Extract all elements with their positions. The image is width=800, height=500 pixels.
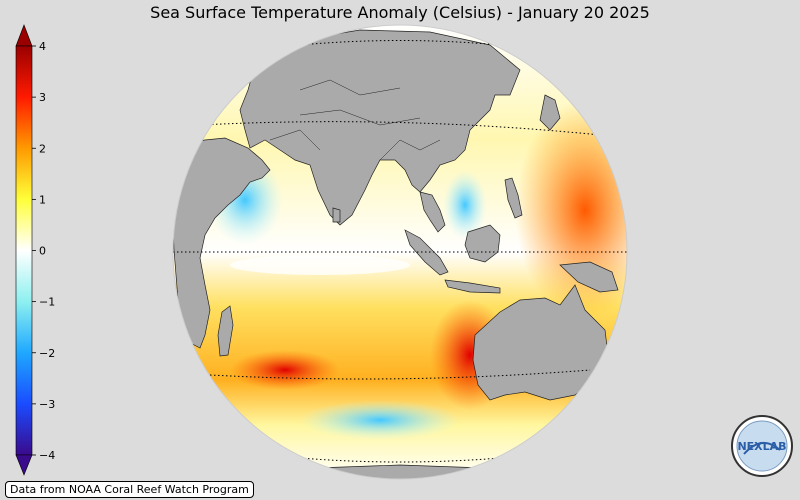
globe-ocean-layer [173,25,627,479]
globe-outline [172,24,628,480]
latitude-30n [199,121,601,136]
land-eurasia [239,29,521,226]
latitude-60n [299,40,501,46]
colorbar-tick-label: 1 [39,193,46,206]
data-credit: Data from NOAA Coral Reef Watch Program [5,481,254,498]
land-new-guinea [559,261,619,293]
nexlab-logo: NEXLAB [731,415,793,477]
land-japan [539,94,561,131]
land-java [444,279,501,294]
colorbar-bottom-arrow [15,454,33,476]
land-sri-lanka [332,207,341,223]
colorbar-tick-label: −4 [39,449,55,462]
colorbar: 4 3 2 1 0 −1 −2 −3 −4 [15,24,55,476]
map-title: Sea Surface Temperature Anomaly (Celsius… [150,3,650,22]
colorbar-tick-label: 0 [39,245,46,258]
land-madagascar [217,305,234,357]
cool-anomaly-south-china-sea [443,170,487,240]
colorbar-tick-label: 2 [39,142,46,155]
land-indochina [419,191,446,233]
land-antarctica [259,464,541,479]
latitude-60s [299,457,501,463]
colorbar-tick-label: −2 [39,347,55,360]
colorbar-tick-label: 3 [39,91,46,104]
warm-anomaly-south-indian [230,350,340,390]
land-borneo [464,224,501,263]
land-philippines [504,177,523,219]
cool-anomaly-equatorial-band [230,255,410,275]
logo-text: NEXLAB [737,440,786,453]
colorbar-tick-label: −3 [39,398,55,411]
colorbar-tick-label: −1 [39,296,55,309]
warm-anomaly-west-pacific [515,100,627,320]
colorbar-tick-label: 4 [39,40,46,53]
latitude-lines [173,40,627,463]
cool-anomaly-southern-ocean [300,400,460,440]
country-borders [269,79,441,161]
